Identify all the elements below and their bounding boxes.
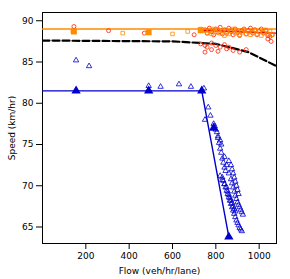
svg-text:75: 75: [22, 139, 33, 149]
svg-text:400: 400: [121, 251, 138, 261]
svg-text:65: 65: [22, 222, 33, 232]
svg-text:Speed (km/hr): Speed (km/hr): [7, 96, 17, 161]
svg-text:90: 90: [22, 16, 34, 26]
svg-text:600: 600: [164, 251, 181, 261]
svg-text:80: 80: [22, 98, 34, 108]
svg-text:70: 70: [22, 181, 34, 191]
svg-text:Flow (veh/hr/lane): Flow (veh/hr/lane): [119, 266, 201, 276]
svg-text:85: 85: [22, 57, 33, 67]
svg-text:1000: 1000: [248, 251, 271, 261]
svg-text:800: 800: [207, 251, 224, 261]
svg-text:200: 200: [77, 251, 94, 261]
